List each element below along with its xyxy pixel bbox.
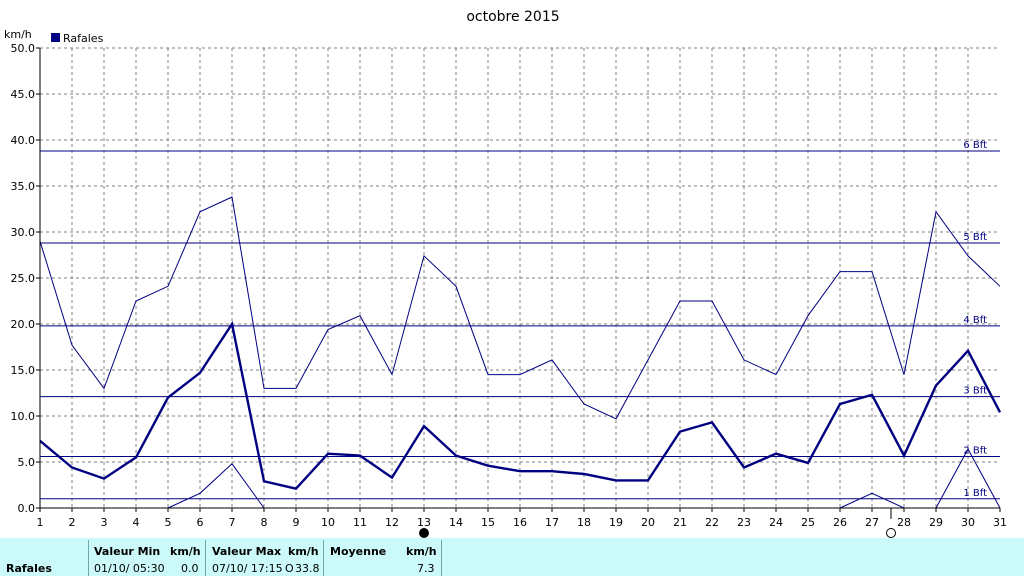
- x-tick-label: 3: [101, 516, 108, 529]
- x-tick-label: 13: [417, 516, 431, 529]
- x-tick-label: 20: [641, 516, 655, 529]
- stats-separator: [323, 540, 324, 576]
- y-tick-label: 50.0: [11, 42, 36, 55]
- x-tick-label: 30: [961, 516, 975, 529]
- x-tick-label: 10: [321, 516, 335, 529]
- x-tick-label: 15: [481, 516, 495, 529]
- beaufort-label: 1 Bft: [963, 488, 987, 499]
- avg-unit: km/h: [406, 545, 437, 558]
- x-tick-label: 1: [37, 516, 44, 529]
- x-tick-label: 26: [833, 516, 847, 529]
- x-tick-label: 19: [609, 516, 623, 529]
- y-tick-label: 40.0: [11, 134, 36, 147]
- stats-separator: [441, 540, 442, 576]
- max-header: Valeur Max: [212, 545, 282, 558]
- stats-separator: [205, 540, 206, 576]
- max-date: 07/10/ 17:15: [212, 562, 283, 575]
- x-tick-label: 2: [69, 516, 76, 529]
- min-unit: km/h: [170, 545, 201, 558]
- stats-row-label: Rafales: [6, 562, 52, 575]
- stats-separator: [88, 540, 89, 576]
- y-axis-unit: km/h: [4, 28, 32, 41]
- series-line-thin-min: [167, 463, 265, 509]
- x-tick-label: 7: [229, 516, 236, 529]
- beaufort-label: 4 Bft: [963, 315, 987, 326]
- avg-value: 7.3: [417, 562, 435, 575]
- x-tick-label: 14: [449, 516, 463, 529]
- x-tick-label: 17: [545, 516, 559, 529]
- x-tick-label: 5: [165, 516, 172, 529]
- x-tick-label: 16: [513, 516, 527, 529]
- y-tick-label: 0.0: [18, 502, 36, 515]
- max-value: 33.8: [295, 562, 320, 575]
- series-line-bold: [39, 320, 1002, 491]
- stats-panel: Rafales Valeur Min km/h 01/10/ 05:30 0.0…: [0, 538, 1024, 576]
- chart-title: octobre 2015: [466, 9, 559, 25]
- beaufort-label: 6 Bft: [963, 140, 987, 151]
- y-tick-label: 20.0: [11, 318, 36, 331]
- wind-gust-chart: octobre 2015 km/h Rafales 1 Bft 2 Bft 3 Bf…: [4, 9, 1007, 538]
- x-tick-label: 24: [769, 516, 783, 529]
- x-tick-label: 4: [133, 516, 140, 529]
- y-tick-label: 5.0: [18, 456, 36, 469]
- series-line-thin-max: [39, 196, 1001, 420]
- avg-header: Moyenne: [330, 545, 387, 558]
- new-moon-icon: [419, 528, 429, 538]
- x-tick-label: 29: [929, 516, 943, 529]
- y-tick-label: 45.0: [11, 88, 36, 101]
- legend-label: Rafales: [63, 32, 104, 45]
- y-tick-label: 15.0: [11, 364, 36, 377]
- min-header: Valeur Min: [94, 545, 161, 558]
- legend-swatch: [51, 33, 60, 42]
- beaufort-label: 3 Bft: [963, 386, 987, 397]
- x-tick-label: 18: [577, 516, 591, 529]
- x-tick-label: 6: [197, 516, 204, 529]
- x-tick-label: 25: [801, 516, 815, 529]
- x-tick-label: 23: [737, 516, 751, 529]
- y-tick-label: 10.0: [11, 410, 36, 423]
- min-date: 01/10/ 05:30: [94, 562, 165, 575]
- x-tick-label: 12: [385, 516, 399, 529]
- x-tick-label: 22: [705, 516, 719, 529]
- x-tick-label: 8: [261, 516, 268, 529]
- x-tick-label: 21: [673, 516, 687, 529]
- y-tick-label: 35.0: [11, 180, 36, 193]
- max-flag: O: [285, 562, 294, 575]
- max-unit: km/h: [288, 545, 319, 558]
- beaufort-label: 2 Bft: [963, 445, 987, 456]
- x-tick-label: 9: [293, 516, 300, 529]
- beaufort-label: 5 Bft: [963, 232, 987, 243]
- y-tick-label: 25.0: [11, 272, 36, 285]
- min-value: 0.0: [181, 562, 199, 575]
- full-moon-icon: [886, 528, 896, 538]
- x-tick-label: 11: [353, 516, 367, 529]
- x-tick-label: 28: [897, 516, 911, 529]
- y-tick-label: 30.0: [11, 226, 36, 239]
- x-tick-label: 27: [865, 516, 879, 529]
- x-tick-label: 31: [993, 516, 1007, 529]
